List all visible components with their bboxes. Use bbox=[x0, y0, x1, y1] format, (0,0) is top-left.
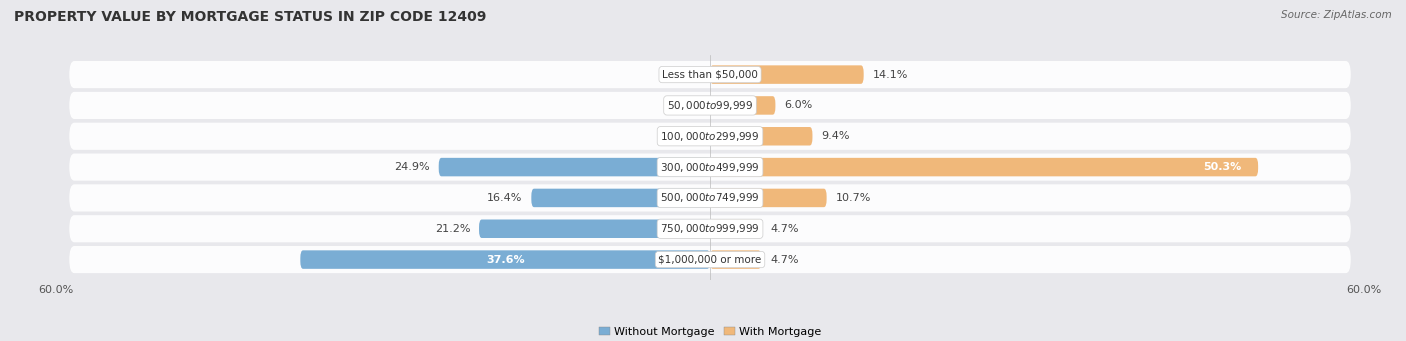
FancyBboxPatch shape bbox=[479, 220, 710, 238]
Text: 16.4%: 16.4% bbox=[488, 193, 523, 203]
Text: 0.0%: 0.0% bbox=[665, 101, 693, 110]
Text: 21.2%: 21.2% bbox=[434, 224, 470, 234]
Text: PROPERTY VALUE BY MORTGAGE STATUS IN ZIP CODE 12409: PROPERTY VALUE BY MORTGAGE STATUS IN ZIP… bbox=[14, 10, 486, 24]
Text: 0.0%: 0.0% bbox=[665, 70, 693, 79]
FancyBboxPatch shape bbox=[69, 92, 1351, 119]
FancyBboxPatch shape bbox=[710, 158, 1258, 176]
FancyBboxPatch shape bbox=[69, 246, 1351, 273]
Text: $500,000 to $749,999: $500,000 to $749,999 bbox=[661, 191, 759, 204]
FancyBboxPatch shape bbox=[69, 215, 1351, 242]
Text: 6.0%: 6.0% bbox=[785, 101, 813, 110]
Text: 24.9%: 24.9% bbox=[394, 162, 430, 172]
Text: 14.1%: 14.1% bbox=[872, 70, 908, 79]
FancyBboxPatch shape bbox=[710, 250, 761, 269]
Text: $1,000,000 or more: $1,000,000 or more bbox=[658, 255, 762, 265]
FancyBboxPatch shape bbox=[69, 123, 1351, 150]
FancyBboxPatch shape bbox=[710, 127, 813, 146]
Text: Source: ZipAtlas.com: Source: ZipAtlas.com bbox=[1281, 10, 1392, 20]
Text: $100,000 to $299,999: $100,000 to $299,999 bbox=[661, 130, 759, 143]
Legend: Without Mortgage, With Mortgage: Without Mortgage, With Mortgage bbox=[599, 327, 821, 337]
FancyBboxPatch shape bbox=[710, 65, 863, 84]
FancyBboxPatch shape bbox=[531, 189, 710, 207]
Text: 9.4%: 9.4% bbox=[821, 131, 849, 141]
Text: Less than $50,000: Less than $50,000 bbox=[662, 70, 758, 79]
FancyBboxPatch shape bbox=[69, 61, 1351, 88]
FancyBboxPatch shape bbox=[69, 184, 1351, 211]
FancyBboxPatch shape bbox=[69, 153, 1351, 181]
FancyBboxPatch shape bbox=[301, 250, 710, 269]
Text: 4.7%: 4.7% bbox=[770, 255, 799, 265]
Text: $300,000 to $499,999: $300,000 to $499,999 bbox=[661, 161, 759, 174]
Text: 4.7%: 4.7% bbox=[770, 224, 799, 234]
FancyBboxPatch shape bbox=[710, 220, 761, 238]
Text: 37.6%: 37.6% bbox=[486, 255, 524, 265]
FancyBboxPatch shape bbox=[710, 189, 827, 207]
Text: 0.0%: 0.0% bbox=[665, 131, 693, 141]
Text: 10.7%: 10.7% bbox=[835, 193, 870, 203]
Text: $50,000 to $99,999: $50,000 to $99,999 bbox=[666, 99, 754, 112]
Text: $750,000 to $999,999: $750,000 to $999,999 bbox=[661, 222, 759, 235]
Text: 50.3%: 50.3% bbox=[1204, 162, 1241, 172]
FancyBboxPatch shape bbox=[710, 96, 776, 115]
FancyBboxPatch shape bbox=[439, 158, 710, 176]
